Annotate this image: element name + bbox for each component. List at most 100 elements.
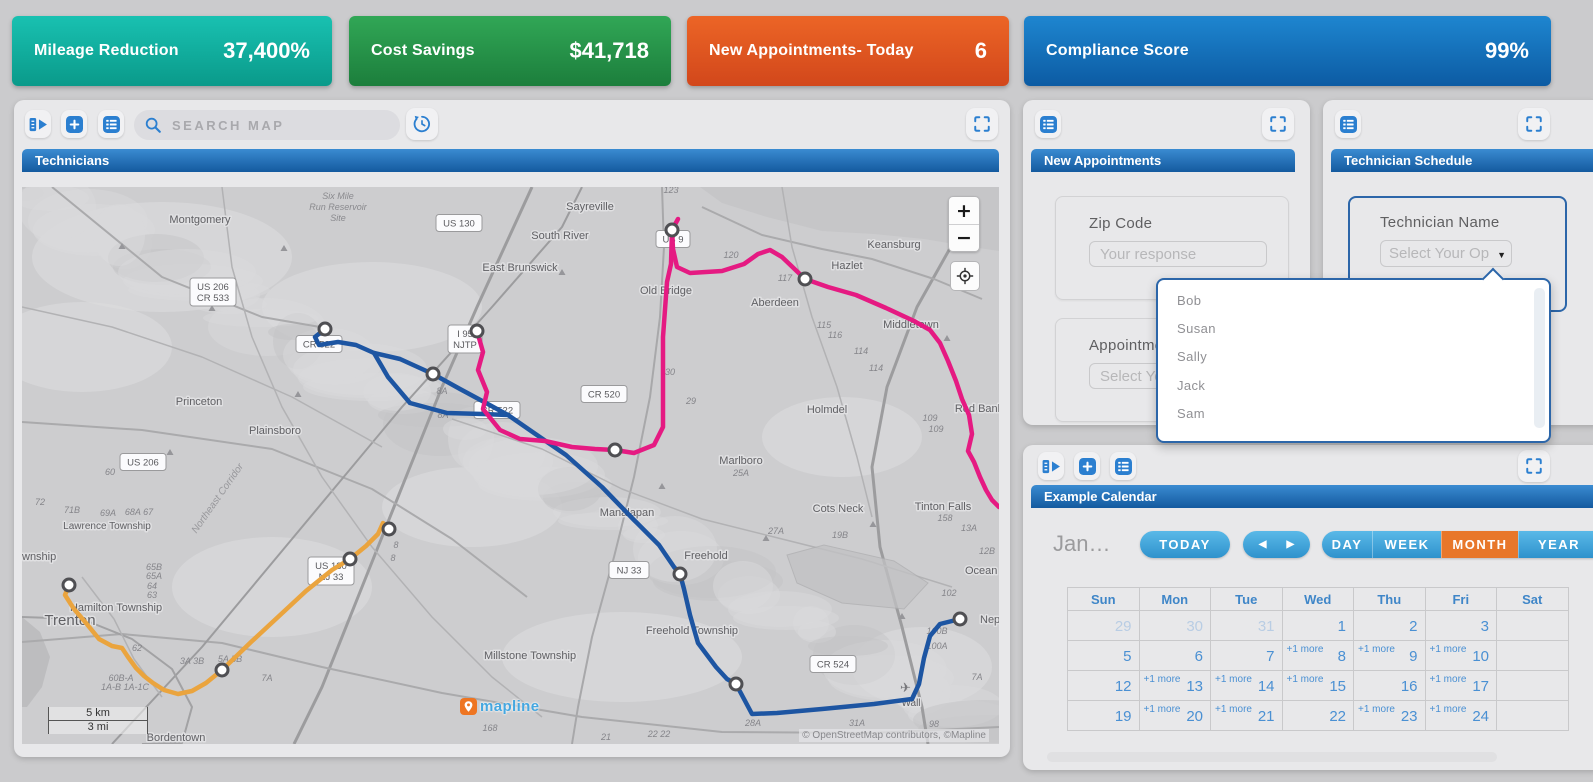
calendar-day-cell[interactable]: +1 more 14	[1211, 671, 1283, 701]
calendar-day-cell[interactable]: +1 more 13	[1139, 671, 1211, 701]
more-events-label[interactable]: +1 more	[1358, 644, 1395, 655]
route-stop-marker[interactable]	[317, 321, 333, 337]
locate-button[interactable]	[950, 261, 980, 291]
calendar-day-cell[interactable]: 30	[1139, 611, 1211, 641]
map-canvas[interactable]: Six Mile Run Reservoir Site Northeast Corri…	[22, 187, 999, 744]
route-stop-marker[interactable]	[797, 271, 813, 287]
more-events-label[interactable]: +1 more	[1143, 704, 1181, 715]
calendar-horizontal-scrollbar[interactable]	[1047, 752, 1497, 762]
next-arrow-icon[interactable]: ▶	[1286, 539, 1295, 550]
calendar-day-cell[interactable]: 19	[1068, 701, 1140, 731]
tab-day[interactable]: DAY	[1322, 531, 1372, 558]
pink-route[interactable]	[669, 227, 999, 510]
list-view-button[interactable]	[1110, 452, 1136, 480]
calendar-day-cell[interactable]	[1497, 641, 1569, 671]
zoom-in-button[interactable]: +	[949, 197, 979, 224]
map-expand-button[interactable]	[966, 108, 998, 140]
panel-expand-button[interactable]	[1518, 108, 1550, 140]
calendar-day-cell[interactable]: 6	[1139, 641, 1211, 671]
panel-expand-button[interactable]	[1262, 108, 1294, 140]
place-label: Bordentown	[147, 732, 206, 744]
dropdown-option-sally[interactable]: Sally	[1177, 349, 1208, 365]
calendar-day-cell[interactable]: 31	[1211, 611, 1283, 641]
more-events-label[interactable]: +1 more	[1215, 674, 1252, 685]
route-stop-marker[interactable]	[728, 676, 744, 692]
more-events-label[interactable]: +1 more	[1429, 674, 1467, 685]
route-stop-marker[interactable]	[381, 521, 397, 537]
place-label: Plainsboro	[249, 425, 301, 437]
place-label: Keansburg	[867, 239, 920, 251]
more-events-label[interactable]: +1 more	[1429, 644, 1467, 655]
dropdown-option-susan[interactable]: Susan	[1177, 321, 1216, 337]
calendar-day-cell[interactable]: +1 more 24	[1425, 701, 1497, 731]
dropdown-option-bob[interactable]: Bob	[1177, 292, 1202, 308]
panel-toggle-button[interactable]	[25, 110, 51, 138]
pink-route[interactable]	[474, 216, 681, 456]
more-events-label[interactable]: +1 more	[1286, 674, 1324, 685]
calendar-day-cell[interactable]: 7	[1211, 641, 1283, 671]
technician-schedule-title-bar: Technician Schedule	[1331, 149, 1593, 172]
calendar-day-cell[interactable]: +1 more 23	[1354, 701, 1426, 731]
search-input[interactable]	[170, 116, 390, 134]
calendar-day-cell[interactable]: 3	[1425, 611, 1497, 641]
today-button[interactable]: TODAY	[1140, 531, 1230, 558]
tab-month[interactable]: MONTH	[1441, 531, 1518, 558]
calendar-day-cell[interactable]: +1 more 17	[1425, 671, 1497, 701]
list-view-button[interactable]	[1335, 110, 1361, 138]
blue-route[interactable]	[505, 412, 963, 717]
add-button[interactable]	[61, 110, 87, 138]
history-button[interactable]	[406, 108, 438, 140]
kpi-value: $41,718	[569, 38, 649, 63]
svg-text:CR 533: CR 533	[197, 293, 229, 304]
more-events-label[interactable]: +1 more	[1429, 704, 1467, 715]
route-stop-marker[interactable]	[952, 611, 968, 627]
tab-year[interactable]: YEAR	[1518, 531, 1593, 558]
dropdown-option-jack[interactable]: Jack	[1177, 377, 1206, 393]
technician-select-placeholder: Select Your Op	[1389, 245, 1490, 262]
prev-arrow-icon[interactable]: ◀	[1258, 539, 1267, 550]
calendar-day-cell[interactable]: +1 more 9	[1354, 641, 1426, 671]
calendar-day-cell[interactable]: +1 more 21	[1211, 701, 1283, 731]
calendar-day-cell[interactable]: +1 more 20	[1139, 701, 1211, 731]
technician-select[interactable]: Select Your Op ▼	[1380, 240, 1512, 267]
calendar-day-cell[interactable]: 2	[1354, 611, 1426, 641]
calendar-day-cell[interactable]: 29	[1068, 611, 1140, 641]
route-stop-marker[interactable]	[61, 577, 77, 593]
list-view-button[interactable]	[98, 110, 124, 138]
dropdown-scrollbar[interactable]	[1534, 288, 1545, 428]
list-view-button[interactable]	[1035, 110, 1061, 138]
peak-icon	[280, 245, 288, 251]
calendar-day-cell[interactable]: +1 more 10	[1425, 641, 1497, 671]
add-button[interactable]	[1074, 452, 1100, 480]
route-stop-marker[interactable]	[469, 323, 485, 339]
route-stop-marker[interactable]	[672, 566, 688, 582]
dropdown-option-sam[interactable]: Sam	[1177, 406, 1205, 422]
calendar-day-cell[interactable]: +1 more 8	[1282, 641, 1354, 671]
route-stop-marker[interactable]	[342, 551, 358, 567]
zip-code-input[interactable]	[1089, 241, 1267, 267]
road-ref-label: 5A 5B	[218, 654, 242, 664]
calendar-day-cell[interactable]	[1497, 701, 1569, 731]
more-events-label[interactable]: +1 more	[1286, 644, 1324, 655]
zoom-out-button[interactable]: −	[949, 224, 979, 251]
calendar-day-cell[interactable]: 22	[1282, 701, 1354, 731]
more-events-label[interactable]: +1 more	[1143, 674, 1181, 685]
panel-toggle-button[interactable]	[1038, 452, 1064, 480]
panel-title: New Appointments	[1044, 153, 1162, 168]
more-events-label[interactable]: +1 more	[1358, 704, 1395, 715]
calendar-day-cell[interactable]: 1	[1282, 611, 1354, 641]
route-stop-marker[interactable]	[425, 366, 441, 382]
panel-expand-button[interactable]	[1518, 450, 1550, 482]
route-stop-marker[interactable]	[214, 662, 230, 678]
calendar-day-cell[interactable]: 16	[1354, 671, 1426, 701]
route-stop-marker[interactable]	[607, 442, 623, 458]
calendar-day-cell[interactable]: 12	[1068, 671, 1140, 701]
route-stop-marker[interactable]	[664, 222, 680, 238]
more-events-label[interactable]: +1 more	[1215, 704, 1252, 715]
calendar-day-cell[interactable]: +1 more 15	[1282, 671, 1354, 701]
tab-week[interactable]: WEEK	[1372, 531, 1441, 558]
search-box[interactable]	[134, 110, 400, 140]
calendar-day-cell[interactable]	[1497, 611, 1569, 641]
calendar-day-cell[interactable]	[1497, 671, 1569, 701]
calendar-day-cell[interactable]: 5	[1068, 641, 1140, 671]
